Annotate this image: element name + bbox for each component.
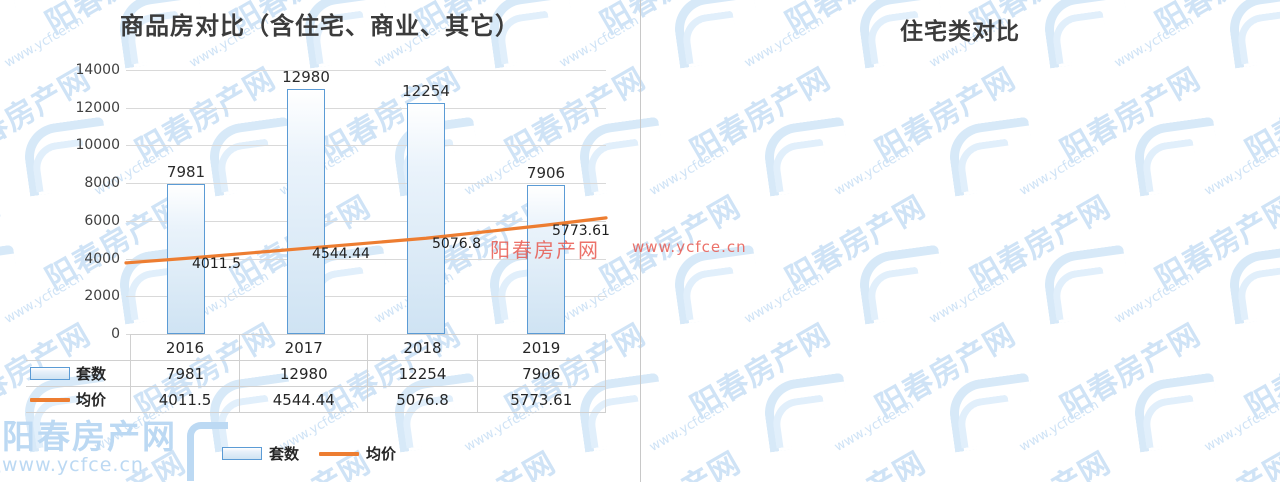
table-cell: 12980 xyxy=(239,360,369,387)
bar-value-label: 12254 xyxy=(402,81,450,100)
table-cell: 7981 xyxy=(129,360,241,387)
chart-panel-residential: 住宅类对比 0200040006000800010000120006887114… xyxy=(640,0,1280,482)
average-price-line xyxy=(124,216,608,265)
legend-bar-swatch-icon xyxy=(222,447,262,460)
y-axis-tick: 2000 xyxy=(84,288,120,305)
site-brand-watermark: 阳春房产网 www.ycfce.cn xyxy=(2,417,228,481)
table-cell: 7906 xyxy=(476,360,607,387)
gridline xyxy=(126,70,606,71)
table-column-header: 2018 xyxy=(367,334,478,361)
y-axis-tick: 6000 xyxy=(84,212,120,229)
line-value-label: 5773.61 xyxy=(552,223,610,240)
legend-line-label: 均价 xyxy=(366,445,397,463)
red-watermark-brand: 阳春房产网 xyxy=(490,238,600,262)
bar xyxy=(287,89,325,334)
table-series-key-cell: 均价 xyxy=(26,386,131,413)
legend-line-swatch-icon xyxy=(319,451,360,456)
red-watermark-url: www.ycfce.cn xyxy=(632,238,747,256)
site-brand-name: 阳春房产网 xyxy=(2,417,177,456)
y-axis-tick: 14000 xyxy=(75,62,120,78)
gridline xyxy=(126,258,606,260)
gridline xyxy=(126,107,606,109)
table-row: 均价 4011.5 4544.44 5076.8 5773.61 xyxy=(26,386,607,413)
gridline xyxy=(126,183,606,185)
line-value-label: 5076.8 xyxy=(432,236,481,253)
line-series-swatch-icon xyxy=(30,397,70,402)
y-axis-tick: 8000 xyxy=(84,175,120,192)
table-column-header: 2017 xyxy=(239,334,369,361)
table-cell: 12254 xyxy=(367,360,478,387)
gridline xyxy=(126,145,606,147)
bar-value-label: 7906 xyxy=(526,163,566,182)
data-table-left: 2016 2017 2018 2019 套数 7981 12980 12254 7906 均价 40… xyxy=(26,334,607,413)
table-series-key-cell: 套数 xyxy=(26,360,131,387)
bar xyxy=(527,184,565,334)
line-value-label: 4544.44 xyxy=(312,246,370,263)
table-cell: 4544.44 xyxy=(239,386,369,413)
table-series-label: 套数 xyxy=(76,365,107,383)
table-corner-cell xyxy=(26,335,131,361)
y-axis-tick: 0 xyxy=(111,326,120,342)
bar-value-label: 12980 xyxy=(282,68,330,87)
table-series-label: 均价 xyxy=(76,391,107,409)
bar xyxy=(407,102,445,334)
table-row: 套数 7981 12980 12254 7906 xyxy=(26,360,607,387)
site-brand-url: www.ycfce.cn xyxy=(2,454,144,476)
table-cell: 5076.8 xyxy=(367,386,478,413)
legend-bar-label: 套数 xyxy=(269,445,300,463)
plot-area-left: 0 2000 4000 6000 8000 10000 12000 14000 7981 1298… xyxy=(75,62,609,342)
gridline xyxy=(126,296,606,298)
bar-series-swatch-icon xyxy=(30,367,70,380)
chart-title-left: 商品房对比（含住宅、商业、其它） xyxy=(120,14,520,40)
panel-divider xyxy=(640,0,641,482)
y-axis-tick: 12000 xyxy=(75,99,120,116)
line-value-label: 4011.5 xyxy=(192,256,241,273)
site-brand-logo-icon xyxy=(187,422,228,481)
bar-value-label: 7981 xyxy=(166,162,206,181)
table-cell: 4011.5 xyxy=(129,386,241,413)
chart-legend-left: 套数 均价 xyxy=(222,443,396,464)
table-cell: 5773.61 xyxy=(476,386,607,413)
y-axis-tick: 10000 xyxy=(75,137,120,154)
table-header-row: 2016 2017 2018 2019 xyxy=(26,334,607,361)
y-axis-tick: 4000 xyxy=(84,250,120,267)
chart-title-right: 住宅类对比 xyxy=(900,19,1020,44)
gridline xyxy=(126,220,606,222)
chart-panel-commodity-housing: 商品房对比（含住宅、商业、其它） 0 2000 4000 6000 8000 10000 1… xyxy=(26,14,610,464)
table-column-header: 2019 xyxy=(476,334,607,361)
table-column-header: 2016 xyxy=(129,334,241,361)
